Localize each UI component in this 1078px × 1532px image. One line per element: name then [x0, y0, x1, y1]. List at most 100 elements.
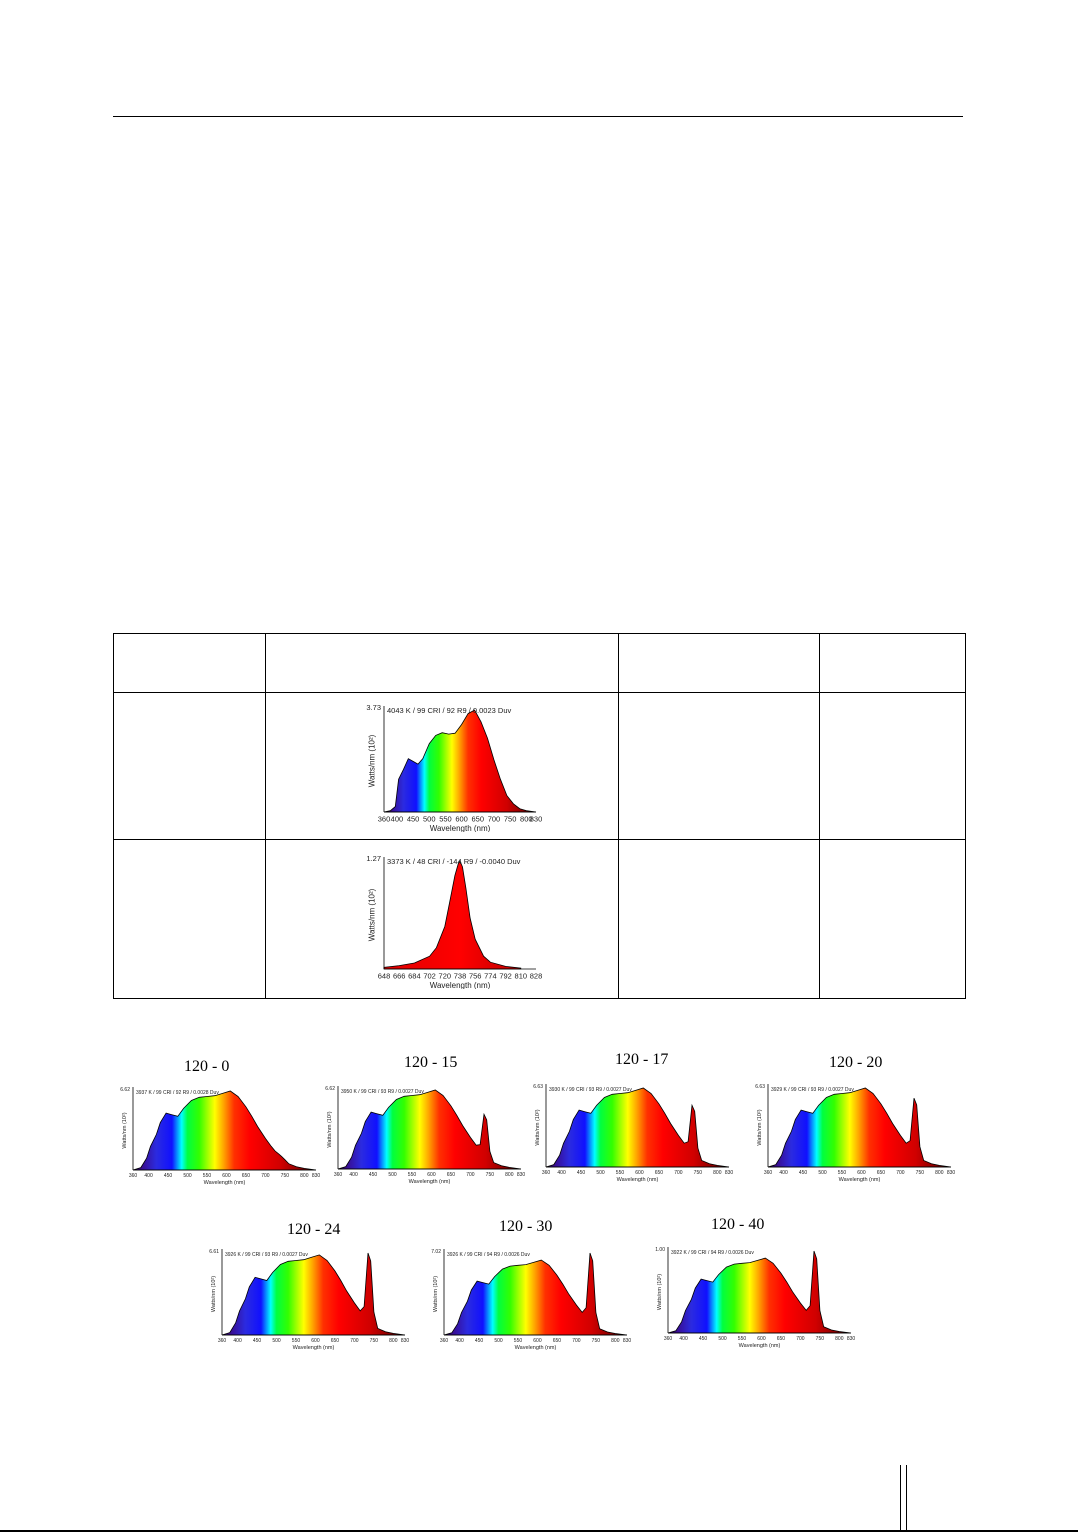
table-header-cell [618, 633, 820, 693]
x-tick-label: 550 [203, 1173, 212, 1179]
x-tick-label: 830 [847, 1336, 856, 1342]
spectrum-area [132, 1090, 317, 1171]
x-tick-label: 750 [816, 1336, 825, 1342]
x-tick-label: 800 [611, 1338, 620, 1344]
x-tick-label: 600 [857, 1170, 866, 1176]
y-axis-label: Watts/nm (10²) [368, 888, 377, 941]
x-tick-label: 720 [439, 972, 452, 981]
x-tick-label: 750 [370, 1338, 379, 1344]
x-tick-label: 600 [757, 1336, 766, 1342]
mini-title: 120 - 30 [499, 1218, 553, 1235]
spectrum-area [443, 1252, 628, 1336]
x-tick-label: 828 [530, 972, 542, 981]
x-axis-label: Wavelength (nm) [409, 1179, 451, 1185]
x-tick-label: 830 [623, 1338, 632, 1344]
y-max-label: 6.63 [533, 1084, 543, 1090]
x-tick-label: 450 [799, 1170, 808, 1176]
mini-spectrum-chart: 360 400 450 500 550 600 650 700 750 800 830 Wavelen… [120, 1087, 321, 1186]
footer-double-rule [900, 1465, 907, 1532]
y-max-label: 6.62 [325, 1086, 335, 1092]
y-max-label: 7.02 [431, 1249, 441, 1255]
mini-spectrum-chart: 360 400 450 500 550 600 650 700 750 800 830 Wavelen… [655, 1247, 856, 1349]
y-axis-label: Watts/nm (10²) [757, 1109, 763, 1145]
x-tick-label: 550 [439, 815, 452, 824]
x-tick-label: 738 [454, 972, 467, 981]
x-tick-label: 360 [129, 1173, 138, 1179]
table-row: 360 400 450 500 550 600 650 700 750 800 830 Wavelen… [113, 692, 966, 840]
x-tick-label: 830 [530, 815, 542, 824]
x-tick-label: 800 [520, 815, 533, 824]
table-chart-cell: 360 400 450 500 550 600 650 700 750 800 830 Wavelen… [265, 692, 619, 840]
x-tick-label: 400 [391, 815, 404, 824]
x-tick-label: 600 [222, 1173, 231, 1179]
x-axis-label: Wavelength (nm) [839, 1177, 881, 1183]
table-header-cell [265, 633, 619, 693]
x-tick-label: 650 [472, 815, 485, 824]
spectrum-annotation: 4043 K / 99 CRI / 92 R9 / 0.0023 Duv [387, 706, 511, 715]
x-tick-label: 700 [796, 1336, 805, 1342]
y-axis-label: Watts/nm (10²) [657, 1274, 663, 1310]
spectrum-annotation: 3929 K / 99 CRI / 93 R9 / 0.0027 Duv [771, 1087, 854, 1093]
table-row: 648 666 684 702 720 738 756 774 792 810 828 Wavelen… [113, 839, 966, 999]
x-axis-label: Wavelength (nm) [515, 1345, 557, 1351]
y-max-label: 1.27 [366, 854, 381, 863]
x-tick-label: 450 [577, 1170, 586, 1176]
x-tick-label: 700 [674, 1170, 683, 1176]
table-header-row [113, 633, 966, 693]
x-tick-label: 360 [542, 1170, 551, 1176]
x-tick-label: 360 [764, 1170, 773, 1176]
mini-title: 120 - 24 [287, 1221, 341, 1238]
table-cell [113, 692, 266, 840]
x-tick-label: 800 [713, 1170, 722, 1176]
mini-title: 120 - 15 [404, 1054, 458, 1071]
y-max-label: 3.73 [366, 703, 381, 712]
x-tick-label: 500 [388, 1172, 397, 1178]
mini-title: 120 - 0 [184, 1058, 230, 1075]
spectrum-annotation: 3922 K / 99 CRI / 94 R9 / 0.0026 Duv [671, 1250, 754, 1256]
x-tick-label: 500 [818, 1170, 827, 1176]
x-tick-label: 400 [144, 1173, 153, 1179]
y-max-label: 6.62 [120, 1087, 130, 1093]
x-tick-label: 500 [423, 815, 436, 824]
x-tick-label: 500 [718, 1336, 727, 1342]
x-tick-label: 650 [331, 1338, 340, 1344]
x-tick-label: 550 [616, 1170, 625, 1176]
x-axis-label: Wavelength (nm) [739, 1343, 781, 1349]
x-axis-label: Wavelength (nm) [293, 1345, 335, 1351]
x-tick-label: 600 [635, 1170, 644, 1176]
x-tick-label: 550 [292, 1338, 301, 1344]
y-axis-label: Watts/nm (10²) [368, 734, 377, 787]
x-tick-label: 750 [694, 1170, 703, 1176]
x-axis-label: Wavelength (nm) [430, 981, 491, 989]
spectrum-annotation: 3950 K / 99 CRI / 93 R9 / 0.0027 Duv [341, 1089, 424, 1095]
x-tick-label: 500 [494, 1338, 503, 1344]
x-tick-label: 830 [312, 1173, 321, 1179]
table-cell [819, 692, 966, 840]
mini-title: 120 - 20 [829, 1054, 883, 1071]
x-tick-label: 750 [916, 1170, 925, 1176]
table-cell [819, 839, 966, 999]
x-tick-label: 700 [350, 1338, 359, 1344]
spectrum-table: 360 400 450 500 550 600 650 700 750 800 830 Wavelen… [113, 633, 966, 999]
x-tick-label: 400 [455, 1338, 464, 1344]
spectrum-area [767, 1087, 952, 1168]
table-header-cell [819, 633, 966, 693]
x-tick-label: 792 [499, 972, 512, 981]
mini-title: 120 - 17 [615, 1051, 669, 1068]
y-axis-label: Watts/nm (10²) [327, 1111, 333, 1147]
mini-spectrum-chart: 360 400 450 500 550 600 650 700 750 800 830 Wavelen… [755, 1084, 955, 1183]
x-tick-label: 700 [896, 1170, 905, 1176]
spectrum-annotation: 3373 K / 48 CRI / -144 R9 / -0.0040 Duv [387, 857, 521, 866]
x-tick-label: 550 [514, 1338, 523, 1344]
x-tick-label: 400 [557, 1170, 566, 1176]
x-tick-label: 830 [401, 1338, 410, 1344]
x-tick-label: 360 [218, 1338, 227, 1344]
x-tick-label: 600 [427, 1172, 436, 1178]
x-tick-label: 650 [777, 1336, 786, 1342]
spectrum-annotation: 3937 K / 99 CRI / 92 R9 / 0.0028 Duv [136, 1090, 219, 1096]
x-tick-label: 650 [447, 1172, 456, 1178]
y-max-label: 6.63 [755, 1084, 765, 1090]
spectrum-annotation: 3930 K / 99 CRI / 93 R9 / 0.0027 Duv [549, 1087, 632, 1093]
x-tick-label: 550 [738, 1336, 747, 1342]
